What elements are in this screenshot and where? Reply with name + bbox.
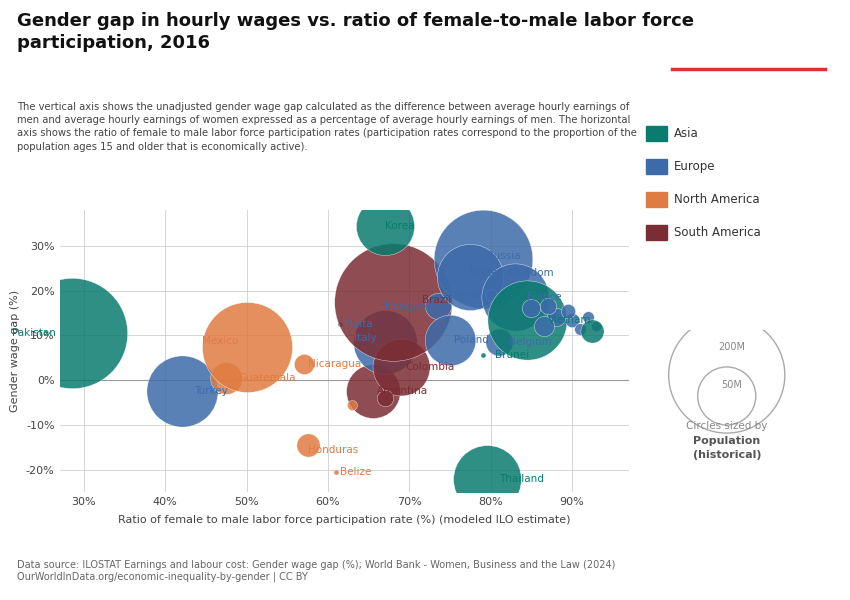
Text: 200M: 200M [718,341,745,352]
Point [537,322,551,331]
Text: Honduras: Honduras [308,445,358,455]
X-axis label: Ratio of female to male labor force participation rate (%) (modeled ILO estimate: Ratio of female to male labor force part… [118,515,570,525]
Point [586,326,599,335]
Text: in Data: in Data [726,52,770,62]
Point [484,290,497,300]
Text: The vertical axis shows the unadjusted gender wage gap calculated as the differe: The vertical axis shows the unadjusted g… [17,102,637,152]
Text: Europe: Europe [674,160,716,173]
Point [297,359,310,369]
Text: Malta: Malta [344,319,373,329]
Text: Poland: Poland [454,335,489,345]
Text: Data source: ILOSTAT Earnings and labour cost: Gender wage gap (%); World Bank -: Data source: ILOSTAT Earnings and labour… [17,560,615,582]
Text: Circles sized by: Circles sized by [686,421,768,431]
Text: Korea: Korea [385,221,415,230]
Point [219,373,233,383]
Point [386,297,400,307]
Point [175,386,189,396]
Point [329,467,343,476]
Text: Guatemala: Guatemala [239,373,296,383]
Text: Belgium: Belgium [508,337,552,347]
Point [720,370,734,380]
Text: Gender gap in hourly wages vs. ratio of female-to-male labor force
participation: Gender gap in hourly wages vs. ratio of … [17,12,694,52]
Point [463,272,477,282]
Text: Thailand: Thailand [499,473,544,484]
Text: 50M: 50M [721,380,742,391]
Y-axis label: Gender wage gap (%): Gender wage gap (%) [10,290,20,412]
Text: South America: South America [674,226,761,239]
Point [476,254,490,264]
Point [720,391,734,401]
Text: Argentina: Argentina [377,386,428,396]
Text: Russia: Russia [486,251,520,260]
Text: North America: North America [674,193,760,206]
Text: Population: Population [693,436,761,446]
Text: Hungary: Hungary [385,301,430,311]
Text: Turkey: Turkey [194,386,228,396]
Point [492,337,506,347]
Point [549,313,563,322]
Point [65,328,78,338]
Point [479,474,493,484]
Text: (historical): (historical) [693,449,761,460]
Point [541,301,554,311]
Point [378,337,392,347]
Point [476,350,490,360]
Point [561,306,575,316]
Text: Pakistan: Pakistan [12,328,55,338]
Point [443,335,456,344]
Point [366,386,379,396]
Text: Italy: Italy [354,332,377,343]
Point [301,440,314,450]
Point [574,324,587,334]
Point [378,221,392,230]
Point [581,313,595,322]
Point [378,393,392,403]
Point [508,292,522,302]
Point [524,304,538,313]
Point [346,400,360,410]
Text: Nicaragua: Nicaragua [308,359,361,370]
Text: Brunei: Brunei [495,350,529,361]
Point [520,315,534,325]
Text: Asia: Asia [674,127,699,140]
Text: Colombia: Colombia [405,362,455,371]
Text: Our World: Our World [717,25,779,35]
Text: United Kingdom: United Kingdom [470,268,554,278]
Point [565,315,579,325]
Point [333,319,347,329]
Text: Mexico: Mexico [202,336,239,346]
Text: Vietnam: Vietnam [547,314,591,325]
Text: France: France [527,292,562,302]
Text: Latvia: Latvia [449,290,481,300]
Point [240,342,253,352]
Point [394,362,408,371]
Point [431,301,445,311]
Text: Belize: Belize [340,467,371,477]
Text: Brazil: Brazil [422,295,451,305]
Point [590,322,604,331]
